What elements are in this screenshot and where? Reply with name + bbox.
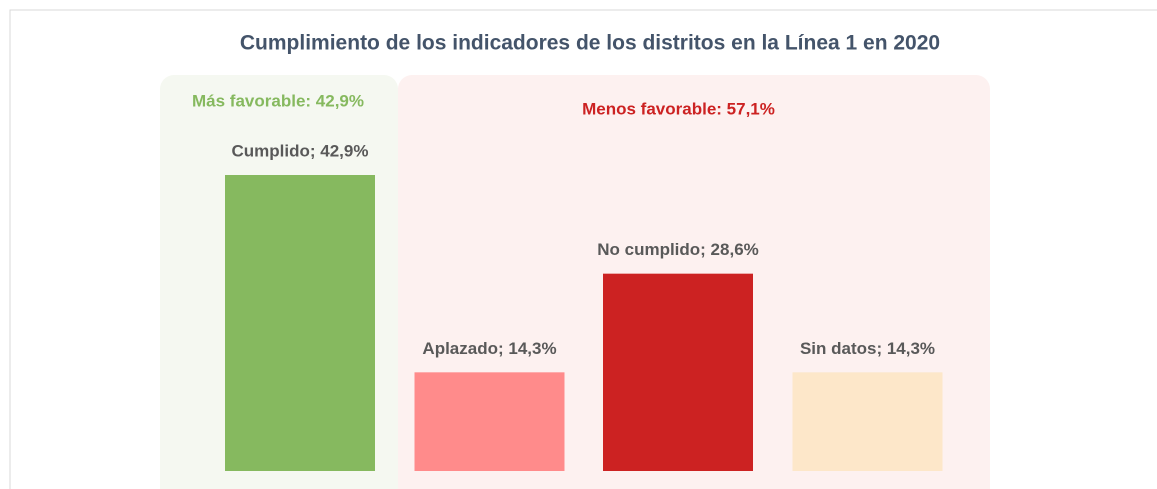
chart-title: Cumplimiento de los indicadores de los d… <box>240 32 940 55</box>
bar <box>603 273 753 471</box>
group-label: Más favorable: 42,9% <box>192 91 364 110</box>
bar <box>414 372 565 471</box>
bar <box>225 175 375 471</box>
data-label: No cumplido; 28,6% <box>597 240 759 259</box>
data-label: Sin datos; 14,3% <box>800 339 935 358</box>
data-label: Aplazado; 14,3% <box>422 339 556 358</box>
data-label: Cumplido; 42,9% <box>232 141 369 160</box>
group-label: Menos favorable: 57,1% <box>582 99 775 118</box>
bar <box>792 372 943 471</box>
